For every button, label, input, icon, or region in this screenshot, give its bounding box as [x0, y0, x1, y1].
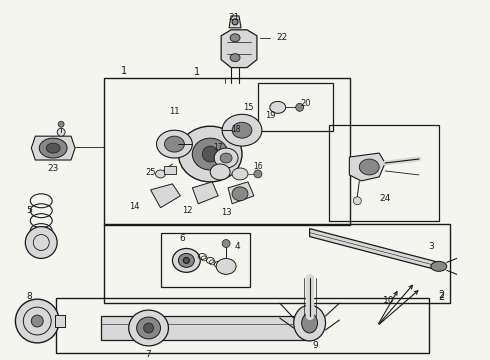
- Text: 2: 2: [439, 290, 445, 300]
- Text: 11: 11: [169, 107, 180, 116]
- Ellipse shape: [183, 257, 189, 264]
- Ellipse shape: [270, 102, 286, 113]
- Ellipse shape: [232, 168, 248, 180]
- Ellipse shape: [172, 248, 200, 272]
- Polygon shape: [310, 229, 439, 270]
- Ellipse shape: [431, 261, 447, 271]
- Bar: [104, 224, 450, 303]
- Text: 3: 3: [428, 242, 434, 251]
- Bar: [101, 316, 310, 340]
- Bar: [329, 125, 439, 221]
- Text: 22: 22: [276, 33, 288, 42]
- Text: 19: 19: [265, 111, 275, 120]
- Text: 15: 15: [243, 103, 253, 112]
- Text: 23: 23: [48, 165, 59, 174]
- Ellipse shape: [216, 258, 236, 274]
- Polygon shape: [221, 30, 257, 68]
- Ellipse shape: [232, 19, 238, 25]
- Ellipse shape: [129, 310, 169, 346]
- Text: 1: 1: [121, 66, 127, 76]
- Ellipse shape: [254, 170, 262, 178]
- Ellipse shape: [165, 136, 184, 152]
- Ellipse shape: [15, 299, 59, 343]
- Ellipse shape: [137, 317, 161, 339]
- Text: 8: 8: [26, 292, 32, 301]
- Text: 2: 2: [439, 292, 445, 302]
- Ellipse shape: [155, 170, 166, 178]
- Text: 13: 13: [221, 208, 231, 217]
- Text: 20: 20: [300, 99, 311, 108]
- Polygon shape: [192, 182, 218, 204]
- Polygon shape: [150, 184, 180, 208]
- Ellipse shape: [39, 138, 67, 158]
- Bar: [104, 77, 350, 225]
- Ellipse shape: [222, 114, 262, 146]
- Ellipse shape: [156, 130, 192, 158]
- Text: 5: 5: [26, 206, 32, 215]
- Text: 9: 9: [313, 341, 318, 350]
- Ellipse shape: [46, 143, 60, 153]
- Polygon shape: [31, 136, 75, 160]
- Ellipse shape: [178, 253, 195, 267]
- Ellipse shape: [230, 34, 240, 42]
- Ellipse shape: [359, 159, 379, 175]
- Ellipse shape: [214, 148, 238, 168]
- Ellipse shape: [232, 187, 248, 201]
- Text: 12: 12: [182, 206, 193, 215]
- Ellipse shape: [220, 153, 232, 163]
- Ellipse shape: [178, 126, 242, 182]
- Ellipse shape: [232, 122, 252, 138]
- Polygon shape: [228, 182, 254, 204]
- Text: 21: 21: [228, 13, 240, 22]
- Bar: [165, 166, 176, 174]
- Ellipse shape: [58, 121, 64, 127]
- Bar: [56, 298, 429, 353]
- Polygon shape: [349, 153, 385, 181]
- Ellipse shape: [294, 305, 325, 341]
- Polygon shape: [229, 16, 241, 28]
- Bar: [161, 233, 250, 287]
- Text: 14: 14: [129, 202, 140, 211]
- Ellipse shape: [230, 54, 240, 62]
- Ellipse shape: [353, 197, 361, 205]
- Text: 25: 25: [146, 168, 156, 177]
- Text: 10: 10: [383, 296, 395, 305]
- Ellipse shape: [144, 323, 153, 333]
- Text: 16: 16: [253, 162, 263, 171]
- Text: 1: 1: [194, 67, 200, 77]
- Text: 6: 6: [179, 234, 185, 243]
- Ellipse shape: [192, 138, 228, 170]
- Ellipse shape: [222, 239, 230, 247]
- Text: 7: 7: [146, 350, 151, 359]
- Ellipse shape: [295, 103, 304, 111]
- Ellipse shape: [31, 315, 43, 327]
- Text: 24: 24: [380, 194, 391, 203]
- Ellipse shape: [302, 313, 318, 333]
- Ellipse shape: [210, 164, 230, 180]
- Ellipse shape: [25, 226, 57, 258]
- Text: 18: 18: [231, 125, 241, 134]
- Text: 17: 17: [213, 143, 223, 152]
- Bar: [258, 84, 334, 131]
- Text: 4: 4: [234, 242, 240, 251]
- Ellipse shape: [202, 146, 218, 162]
- Ellipse shape: [57, 128, 65, 136]
- Bar: [55, 315, 65, 327]
